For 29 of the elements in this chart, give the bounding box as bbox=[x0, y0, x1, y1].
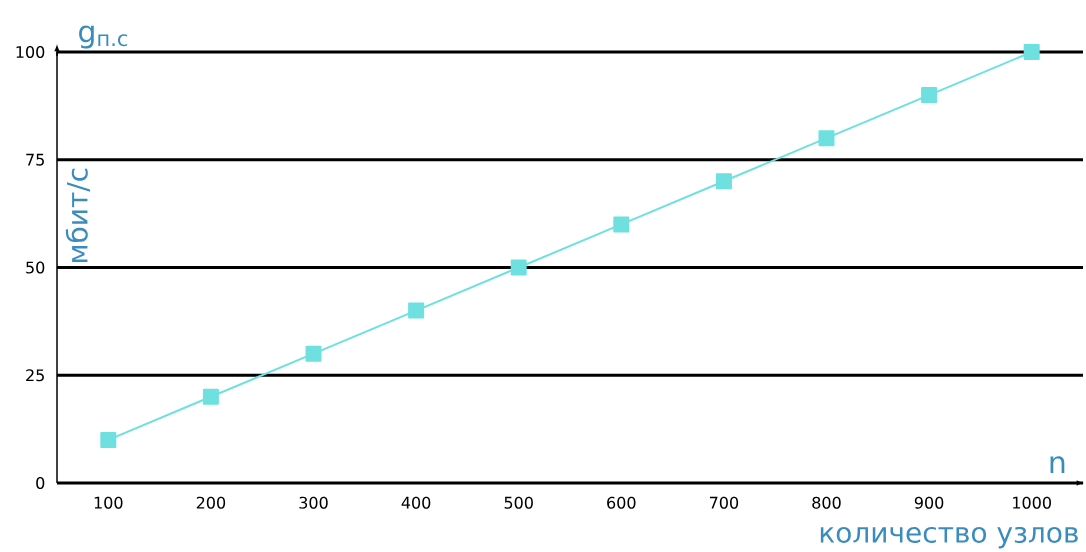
y-tick-label: 75 bbox=[26, 153, 44, 166]
y-tick-label: 50 bbox=[26, 261, 45, 274]
point bbox=[1023, 44, 1040, 61]
point bbox=[613, 216, 630, 233]
point bbox=[921, 87, 938, 104]
x-tick-label: 1000 bbox=[1013, 496, 1051, 509]
y-tick-label: 100 bbox=[16, 46, 45, 59]
x-tick-label: 500 bbox=[504, 496, 533, 509]
y-tick-label: 25 bbox=[26, 369, 44, 382]
x-axis-title: количество узлов bbox=[820, 527, 1078, 549]
y-tick-label: 0 bbox=[36, 477, 45, 490]
x-tick-label: 800 bbox=[812, 496, 841, 509]
x-tick-label: 200 bbox=[196, 496, 226, 509]
point bbox=[202, 388, 219, 405]
y-axis-title: мбит/с bbox=[65, 168, 91, 263]
point bbox=[715, 173, 732, 190]
x-tick-label: 100 bbox=[94, 496, 123, 509]
point bbox=[305, 345, 322, 362]
point bbox=[818, 130, 835, 147]
x-tick-label: 700 bbox=[709, 496, 739, 509]
text: g$_{п.с}$ bbox=[79, 25, 128, 49]
annotation: n bbox=[1050, 456, 1065, 474]
point bbox=[510, 259, 527, 276]
x-tick-label: 400 bbox=[401, 496, 431, 509]
x-tick-label: 900 bbox=[914, 496, 944, 509]
x-tick-label: 600 bbox=[607, 496, 636, 509]
point bbox=[408, 302, 425, 319]
x-tick-label: 300 bbox=[299, 496, 328, 509]
point bbox=[100, 432, 117, 449]
